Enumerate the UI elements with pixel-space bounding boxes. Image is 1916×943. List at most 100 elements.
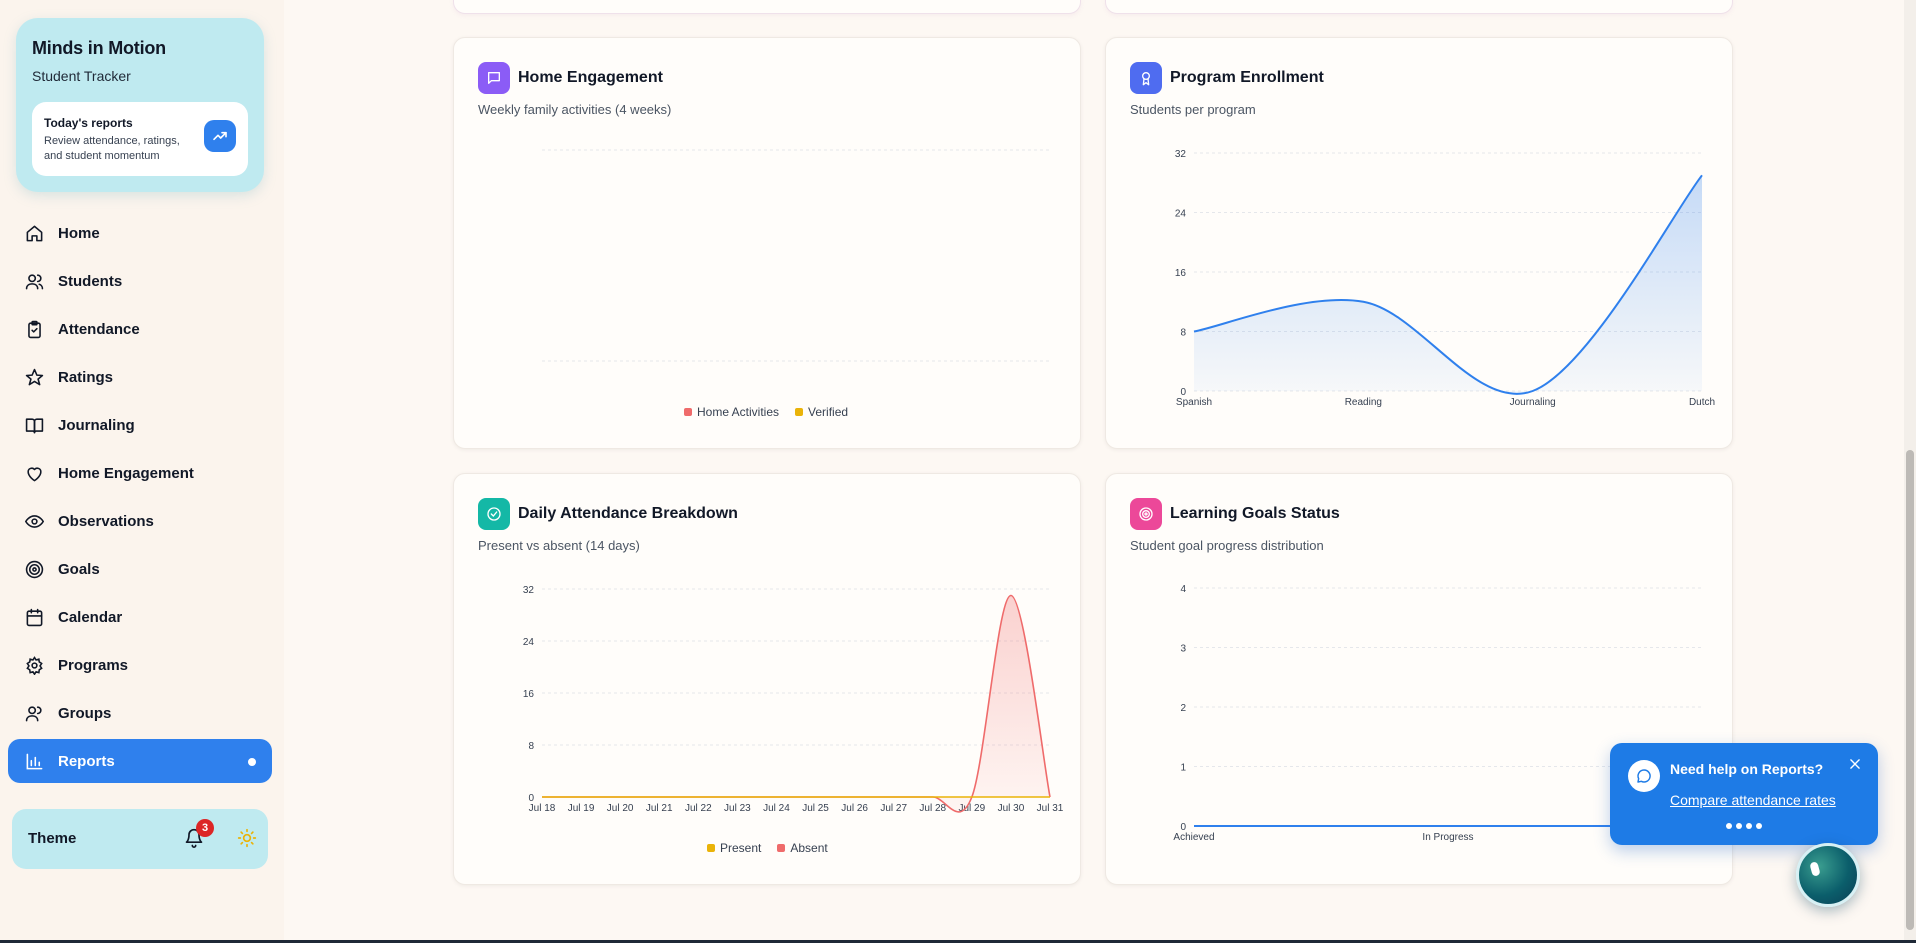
x-tick-label: Jul 27: [880, 803, 907, 814]
home-engagement-card: Home Engagement Weekly family activities…: [453, 37, 1081, 449]
trending-up-icon[interactable]: [204, 120, 236, 152]
sidebar-item-observations[interactable]: Observations: [8, 499, 272, 543]
bell-icon[interactable]: [184, 828, 206, 850]
sidebar-item-label: Calendar: [58, 608, 123, 626]
x-tick-label: Jul 22: [685, 803, 712, 814]
legend-item: Present: [707, 841, 761, 855]
sidebar-item-label: Groups: [58, 704, 112, 722]
home-icon: [24, 223, 44, 243]
todays-reports-title: Today's reports: [44, 116, 133, 130]
scrollbar[interactable]: [1904, 0, 1916, 943]
sidebar: Minds in Motion Student Tracker Today's …: [0, 0, 284, 943]
daily-attendance-card: Daily Attendance Breakdown Present vs ab…: [453, 473, 1081, 885]
x-tick-label: Jul 24: [763, 803, 790, 814]
sidebar-item-goals[interactable]: Goals: [8, 547, 272, 591]
book-open-icon: [24, 415, 44, 435]
card-subtitle: Students per program: [1130, 102, 1256, 117]
legend-label: Present: [720, 841, 762, 855]
card-title: Learning Goals Status: [1170, 505, 1340, 522]
todays-reports-card[interactable]: Today's reports Review attendance, ratin…: [32, 102, 248, 176]
legend-swatch: [777, 844, 786, 852]
brand-panel: Minds in Motion Student Tracker Today's …: [16, 18, 264, 192]
y-tick-label: 24: [523, 637, 535, 648]
card-subtitle: Present vs absent (14 days): [478, 538, 640, 553]
help-suggestion-link[interactable]: Compare attendance rates: [1670, 792, 1836, 808]
bar-chart-icon: [24, 751, 44, 771]
x-tick-label: Jul 21: [646, 803, 673, 814]
sidebar-item-reports[interactable]: Reports: [8, 739, 272, 783]
x-tick-label: Jul 25: [802, 803, 829, 814]
eye-icon: [24, 511, 44, 531]
notification-badge: 3: [196, 819, 214, 837]
sidebar-item-home-engagement[interactable]: Home Engagement: [8, 451, 272, 495]
assistant-avatar-button[interactable]: [1796, 843, 1860, 907]
sidebar-item-label: Ratings: [58, 368, 114, 386]
sidebar-item-label: Reports: [58, 752, 115, 770]
sidebar-item-journaling[interactable]: Journaling: [8, 403, 272, 447]
y-tick-label: 0: [1180, 387, 1186, 398]
carousel-dots: [1726, 823, 1762, 829]
window-bottom-edge: [0, 940, 1916, 943]
legend-swatch: [684, 408, 692, 416]
todays-reports-desc: Review attendance, ratings, and student …: [44, 135, 180, 162]
target-icon: [1130, 498, 1162, 530]
card-title: Program Enrollment: [1170, 69, 1324, 86]
card-title: Daily Attendance Breakdown: [518, 505, 738, 522]
y-tick-label: 4: [1180, 584, 1186, 595]
series-line-absent: [542, 594, 1051, 813]
y-tick-label: 0: [528, 793, 534, 804]
help-popup: Need help on Reports? Compare attendance…: [1610, 743, 1878, 845]
legend-item: Verified: [795, 405, 848, 419]
calendar-icon: [24, 607, 44, 627]
close-icon[interactable]: [1848, 757, 1864, 773]
x-tick-label: Jul 28: [919, 803, 946, 814]
sidebar-item-programs[interactable]: Programs: [8, 643, 272, 687]
sun-icon[interactable]: [237, 828, 259, 850]
x-tick-label: Jul 29: [959, 803, 986, 814]
sidebar-item-groups[interactable]: Groups: [8, 691, 272, 735]
y-tick-label: 0: [1180, 822, 1186, 833]
chart-legend: Present Absent: [707, 841, 828, 855]
legend-item: Absent: [777, 841, 828, 855]
sidebar-item-label: Observations: [58, 512, 154, 530]
sidebar-item-label: Home Engagement: [58, 464, 194, 482]
legend-swatch: [707, 844, 715, 852]
target-icon: [24, 559, 44, 579]
sidebar-item-label: Goals: [58, 560, 100, 578]
gear-icon: [24, 655, 44, 675]
x-tick-label: Spanish: [1176, 397, 1212, 408]
program-enrollment-card: Program Enrollment Students per program …: [1105, 37, 1733, 449]
x-tick-label: Jul 30: [998, 803, 1025, 814]
scrollbar-thumb[interactable]: [1906, 450, 1914, 930]
sidebar-item-students[interactable]: Students: [8, 259, 272, 303]
series-line: [1193, 174, 1703, 395]
home-engagement-chart: [542, 149, 1050, 362]
y-tick-label: 3: [1180, 644, 1186, 655]
program-enrollment-chart: 0 8 16 24 32 Spanish Reading Journaling Dutch: [1175, 149, 1715, 408]
sidebar-item-ratings[interactable]: Ratings: [8, 355, 272, 399]
x-tick-label: Jul 23: [724, 803, 751, 814]
star-icon: [24, 367, 44, 387]
y-tick-label: 16: [523, 689, 535, 700]
y-tick-label: 8: [528, 741, 534, 752]
chart-legend: Home Activities Verified: [684, 405, 848, 419]
previous-card-left: [453, 0, 1081, 14]
sidebar-item-label: Programs: [58, 656, 129, 674]
area-fill-absent: [542, 595, 1050, 812]
card-subtitle: Weekly family activities (4 weeks): [478, 102, 672, 117]
sidebar-item-label: Home: [58, 224, 100, 242]
card-subtitle: Student goal progress distribution: [1130, 538, 1324, 553]
y-tick-label: 1: [1180, 763, 1186, 774]
y-tick-label: 32: [523, 585, 535, 596]
y-tick-label: 32: [1175, 149, 1187, 160]
sidebar-item-home[interactable]: Home: [8, 211, 272, 255]
sidebar-item-label: Students: [58, 272, 123, 290]
theme-label: Theme: [28, 830, 77, 847]
sidebar-item-calendar[interactable]: Calendar: [8, 595, 272, 639]
x-tick-label: Jul 20: [607, 803, 634, 814]
users-icon: [24, 271, 44, 291]
sidebar-item-label: Journaling: [58, 416, 135, 434]
x-tick-label: Dutch: [1689, 397, 1715, 408]
sidebar-item-attendance[interactable]: Attendance: [8, 307, 272, 351]
card-title: Home Engagement: [518, 69, 663, 86]
